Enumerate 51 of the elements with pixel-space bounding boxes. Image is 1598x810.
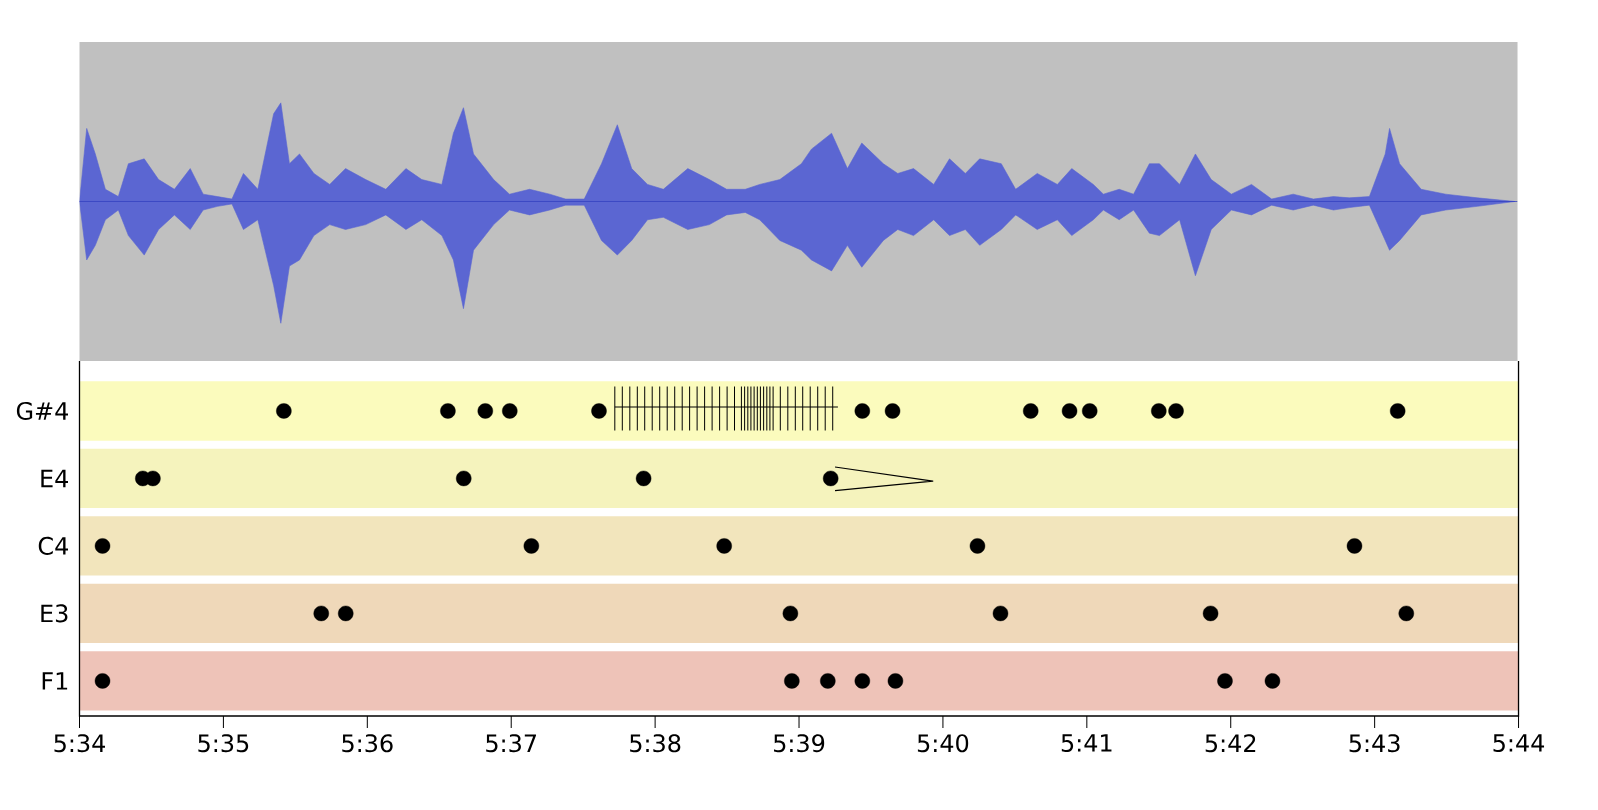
x-tick-label: 5:38 bbox=[630, 734, 681, 753]
point bbox=[94, 673, 111, 689]
x-tick-label: 5:40 bbox=[917, 734, 969, 753]
y-tick-label: G#4 bbox=[16, 401, 68, 420]
x-tick-label: 5:36 bbox=[342, 734, 393, 753]
point bbox=[992, 605, 1009, 622]
x-tick-label: 5:44 bbox=[1493, 734, 1545, 752]
y-tick-label: E4 bbox=[41, 469, 68, 488]
x-tick-label: 5:42 bbox=[1205, 734, 1256, 753]
point bbox=[1217, 673, 1233, 689]
point bbox=[884, 403, 901, 419]
point bbox=[1082, 403, 1098, 419]
point bbox=[887, 673, 904, 689]
x-tick-label: 5:34 bbox=[54, 734, 105, 753]
y-tick-label: E3 bbox=[41, 604, 68, 623]
x-tick-label: 5:35 bbox=[198, 734, 249, 753]
point bbox=[635, 470, 652, 487]
point bbox=[1389, 403, 1406, 419]
point bbox=[313, 605, 329, 622]
point bbox=[276, 403, 292, 419]
point bbox=[1398, 605, 1414, 622]
y-tick-label: F1 bbox=[42, 672, 68, 690]
point bbox=[477, 403, 494, 419]
point bbox=[1023, 403, 1039, 419]
point bbox=[1202, 605, 1219, 622]
point bbox=[145, 470, 161, 487]
point bbox=[716, 538, 732, 554]
point bbox=[338, 605, 354, 622]
x-tick-label: 5:39 bbox=[774, 734, 825, 753]
point bbox=[440, 403, 456, 419]
point bbox=[822, 470, 839, 487]
point bbox=[784, 673, 800, 689]
point bbox=[1061, 403, 1078, 419]
y-tick-label: C4 bbox=[38, 536, 68, 555]
point bbox=[854, 673, 871, 689]
point bbox=[1346, 538, 1363, 554]
point bbox=[820, 673, 836, 689]
point bbox=[1168, 403, 1184, 419]
x-tick-label: 5:37 bbox=[486, 734, 537, 753]
point bbox=[854, 403, 871, 419]
point bbox=[782, 605, 799, 622]
point bbox=[94, 538, 111, 554]
point bbox=[456, 470, 472, 487]
point bbox=[591, 403, 607, 419]
point bbox=[969, 538, 986, 554]
point bbox=[1151, 403, 1167, 419]
point bbox=[1264, 673, 1281, 689]
x-tick-label: 5:43 bbox=[1349, 734, 1400, 753]
x-tick-label: 5:41 bbox=[1061, 734, 1112, 752]
point bbox=[502, 403, 518, 419]
point bbox=[523, 538, 540, 554]
